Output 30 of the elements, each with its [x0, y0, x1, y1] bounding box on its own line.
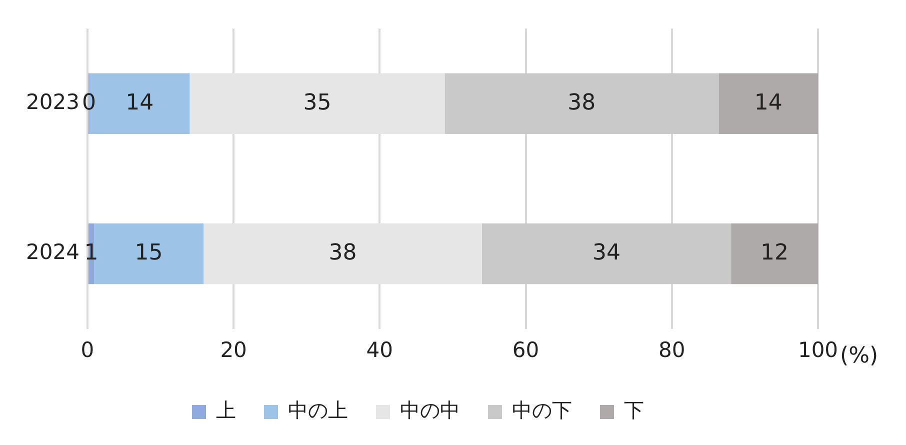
x-tick-label: 40	[366, 338, 394, 362]
data-label: 38	[568, 90, 596, 116]
x-tick-label: 20	[220, 338, 247, 362]
bar	[731, 223, 818, 284]
legend-label: 中の中	[400, 398, 460, 422]
x-tick-label: 80	[658, 338, 686, 362]
bar	[718, 73, 818, 134]
legend-label: 中の上	[288, 398, 348, 422]
bar	[482, 223, 732, 284]
x-tick-label: 60	[512, 338, 540, 362]
data-label: 1	[84, 240, 98, 266]
data-label: 34	[592, 240, 621, 266]
data-label: 14	[126, 90, 154, 116]
x-axis-title: (%)	[840, 344, 878, 369]
data-label: 38	[328, 240, 357, 266]
data-label: 14	[754, 90, 782, 116]
data-label: 35	[303, 90, 332, 116]
data-label: 0	[82, 90, 96, 116]
y-tick-label: 2023	[26, 90, 80, 114]
legend-label: 上	[216, 398, 236, 422]
data-label: 12	[760, 240, 789, 266]
x-tick-label: 100	[798, 338, 838, 362]
bar	[190, 73, 445, 134]
legend-label: 下	[624, 398, 644, 422]
bar	[204, 223, 482, 284]
x-tick-label: 0	[80, 338, 94, 362]
bar	[444, 73, 719, 134]
data-label: 15	[134, 240, 163, 266]
legend-label: 中の下	[512, 398, 572, 422]
y-tick-label: 2024	[26, 240, 80, 264]
